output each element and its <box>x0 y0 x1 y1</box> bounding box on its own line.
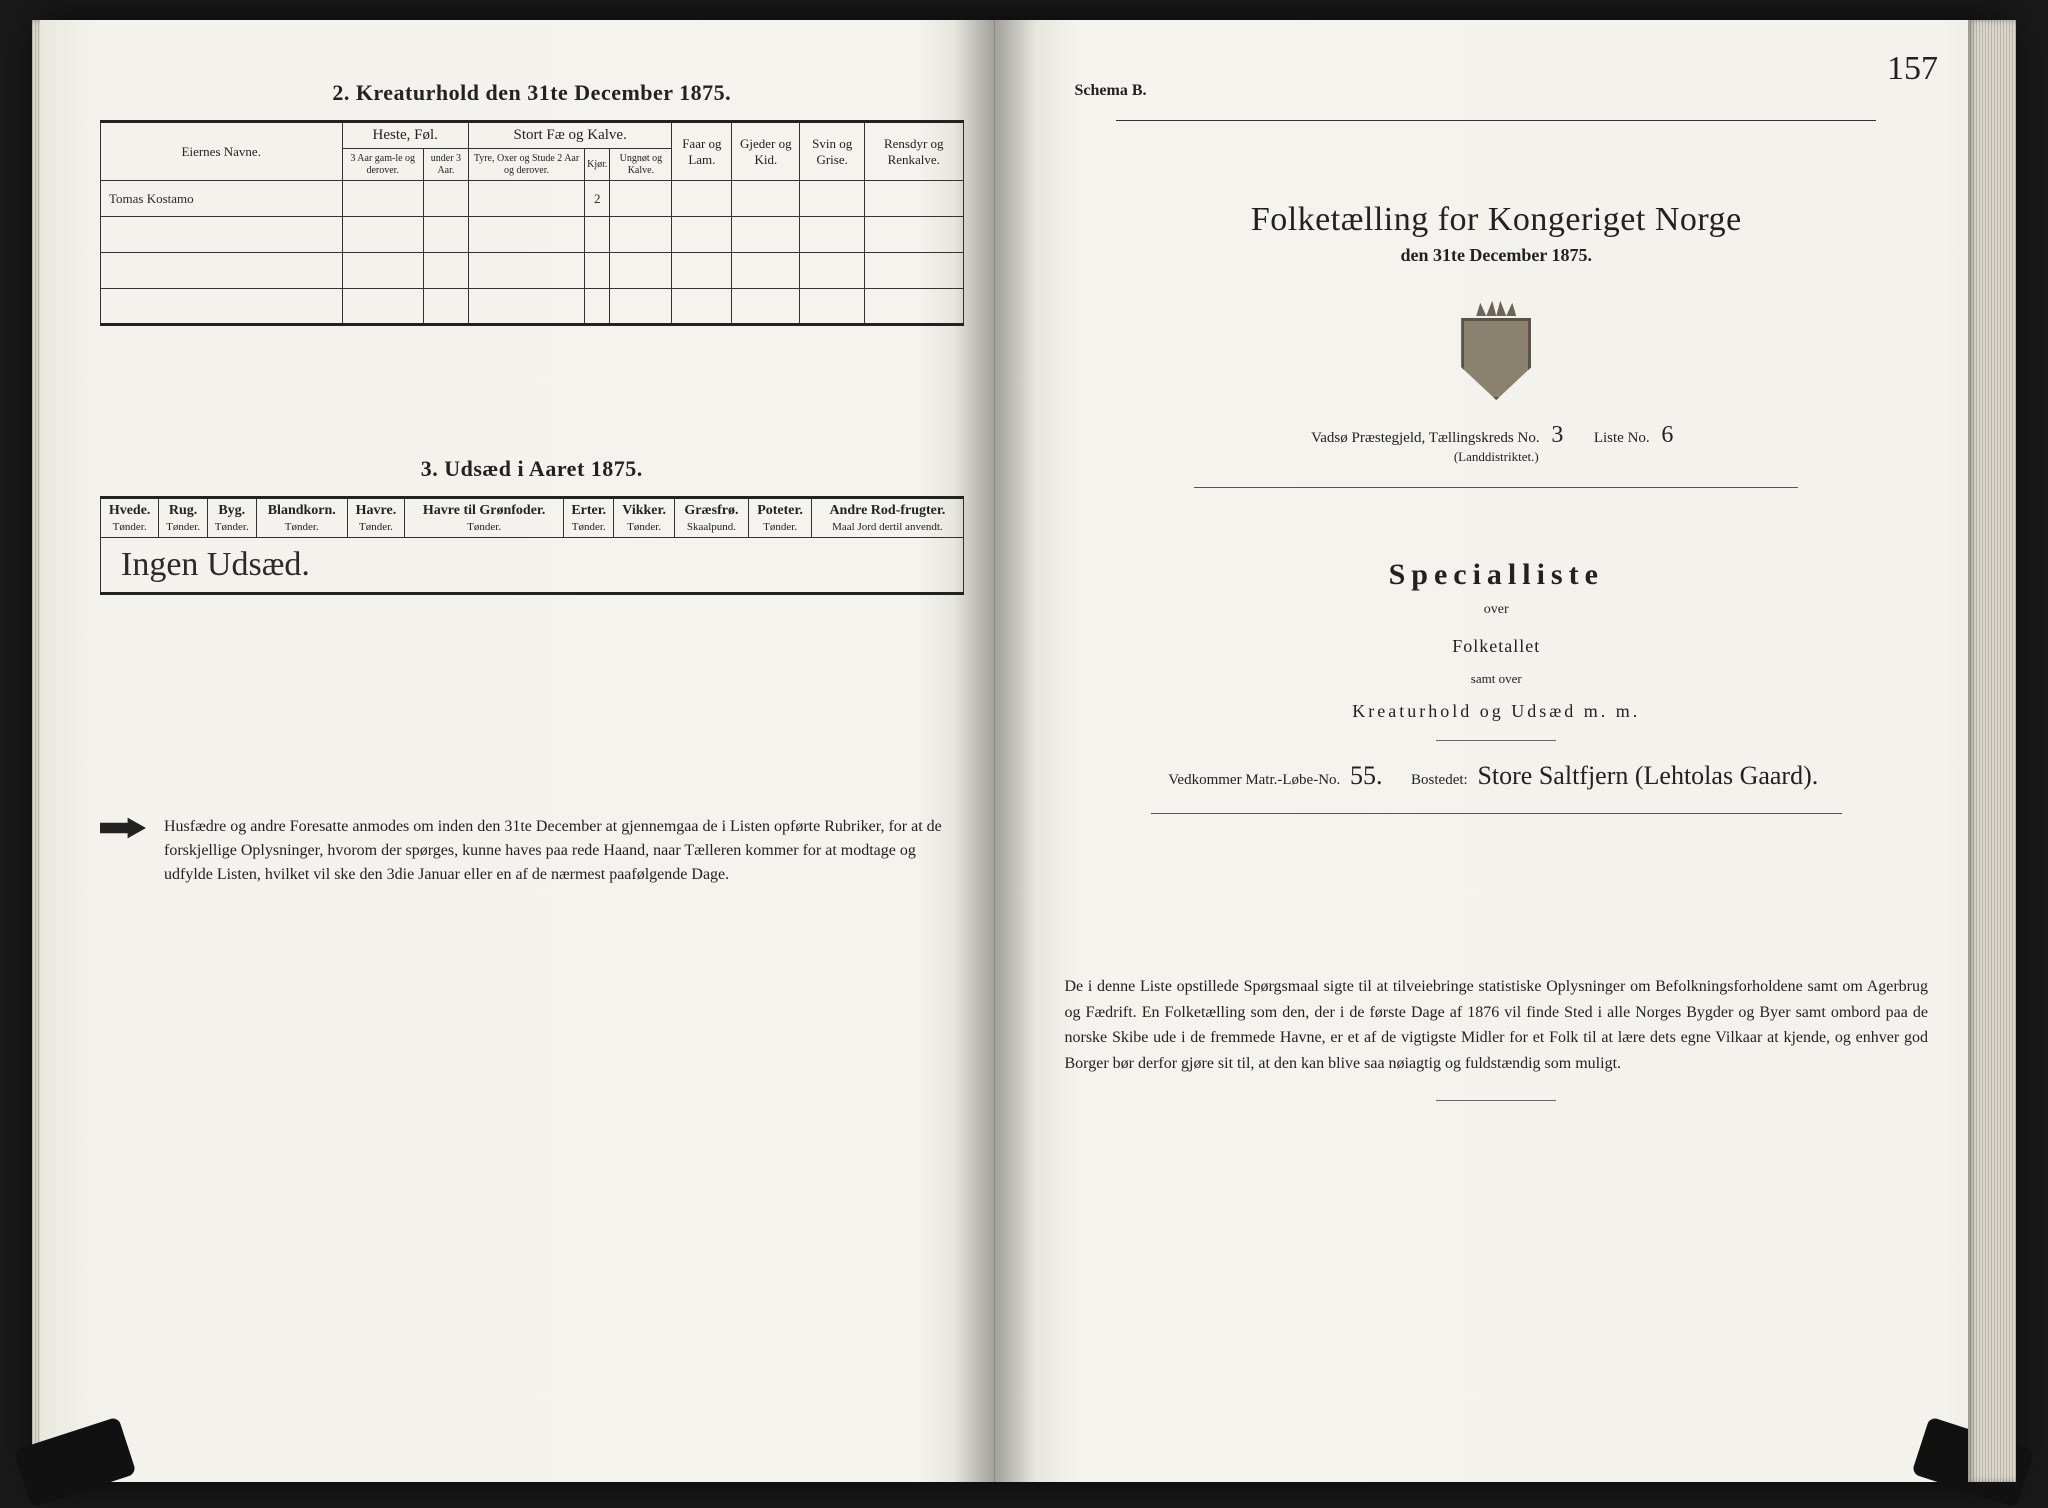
udsaed-col: Græsfrø.Skaalpund. <box>675 498 749 538</box>
praestegjeld-label: Vadsø Præstegjeld, Tællingskreds No. <box>1311 430 1539 446</box>
landdistrikt: (Landdistriktet.) <box>1065 449 1929 465</box>
census-subtitle: den 31te December 1875. <box>1065 245 1929 266</box>
grp-stort: Stort Fæ og Kalve. <box>468 122 672 149</box>
section2-title: 2. Kreaturhold den 31te December 1875. <box>100 80 964 106</box>
udsaed-col: Poteter.Tønder. <box>748 498 811 538</box>
udsaed-col: Havre til Grønfoder.Tønder. <box>404 498 563 538</box>
grp-heste: Heste, Føl. <box>342 122 468 149</box>
spec-over: over <box>1065 602 1929 618</box>
udsaed-row: Ingen Udsæd. <box>101 538 964 594</box>
specialliste-title: Specialliste <box>1065 558 1929 592</box>
kreatur-row <box>101 289 964 325</box>
liste-no: 6 <box>1653 422 1681 448</box>
matr-label: Vedkommer Matr.-Løbe-No. <box>1168 772 1340 788</box>
right-footnote: De i denne Liste opstillede Spørgsmaal s… <box>1065 974 1929 1076</box>
kreds-no: 3 <box>1543 422 1571 448</box>
udsaed-col: Rug.Tønder. <box>159 498 208 538</box>
page-edge-right <box>1968 20 2016 1482</box>
bosted-label: Bostedet: <box>1411 772 1468 788</box>
schema-label: Schema B. <box>1075 82 1147 100</box>
heste-sub1: 3 Aar gam-le og derover. <box>342 149 423 181</box>
liste-label: Liste No. <box>1594 430 1650 446</box>
col-eier: Eiernes Navne. <box>101 122 343 181</box>
page-left: 2. Kreaturhold den 31te December 1875. E… <box>40 20 995 1482</box>
kreatur-row <box>101 217 964 253</box>
stort-sub1: Tyre, Oxer og Stude 2 Aar og derover. <box>468 149 584 181</box>
stort-sub2: Kjør. <box>585 149 610 181</box>
bosted-value: Store Saltfjern (Lehtolas Gaard). <box>1471 761 1824 790</box>
udsaed-col: Vikker.Tønder. <box>614 498 675 538</box>
udsaed-col: Blandkorn.Tønder. <box>256 498 347 538</box>
udsaed-col: Andre Rod-frugter.Maal Jord dertil anven… <box>812 498 963 538</box>
udsaed-col: Byg.Tønder. <box>207 498 256 538</box>
spec-kreatur: Kreaturhold og Udsæd m. m. <box>1065 701 1929 722</box>
matr-line: Vedkommer Matr.-Løbe-No. 55. Bostedet: S… <box>1065 761 1929 791</box>
spec-folketallet: Folketallet <box>1065 636 1929 657</box>
udsaed-table: Hvede.Tønder.Rug.Tønder.Byg.Tønder.Bland… <box>100 496 964 595</box>
left-footnote-text: Husfædre og andre Foresatte anmodes om i… <box>164 815 964 887</box>
stort-sub3: Ungnøt og Kalve. <box>610 149 672 181</box>
col-faar: Faar og Lam. <box>672 122 732 181</box>
section3-title: 3. Udsæd i Aaret 1875. <box>100 456 964 482</box>
book-spread: 2. Kreaturhold den 31te December 1875. E… <box>40 20 2008 1482</box>
udsaed-col: Erter.Tønder. <box>564 498 614 538</box>
col-ren: Rensdyr og Renkalve. <box>865 122 963 181</box>
census-title: Folketælling for Kongeriget Norge <box>1065 201 1929 239</box>
row1-name: Tomas Kostamo <box>101 181 343 217</box>
kreatur-table: Eiernes Navne. Heste, Føl. Stort Fæ og K… <box>100 120 964 326</box>
page-right: 157 Schema B. Folketælling for Kongerige… <box>995 20 2009 1482</box>
matr-no: 55. <box>1344 761 1389 790</box>
left-footnote: Husfædre og andre Foresatte anmodes om i… <box>100 815 964 887</box>
col-svin: Svin og Grise. <box>800 122 865 181</box>
kreds-line: Vadsø Præstegjeld, Tællingskreds No. 3 L… <box>1065 422 1929 449</box>
udsaed-col: Havre.Tønder. <box>347 498 404 538</box>
pointing-hand-icon <box>100 815 146 841</box>
row1-kjor: 2 <box>585 181 610 217</box>
udsaed-col: Hvede.Tønder. <box>101 498 159 538</box>
kreatur-row: Tomas Kostamo 2 <box>101 181 964 217</box>
coat-of-arms-icon <box>1451 294 1541 404</box>
heste-sub2: under 3 Aar. <box>423 149 468 181</box>
udsaed-row-text: Ingen Udsæd. <box>101 538 964 594</box>
kreatur-row <box>101 253 964 289</box>
page-number: 157 <box>1887 50 1938 88</box>
spec-samt: samt over <box>1065 671 1929 687</box>
col-gjeder: Gjeder og Kid. <box>732 122 800 181</box>
